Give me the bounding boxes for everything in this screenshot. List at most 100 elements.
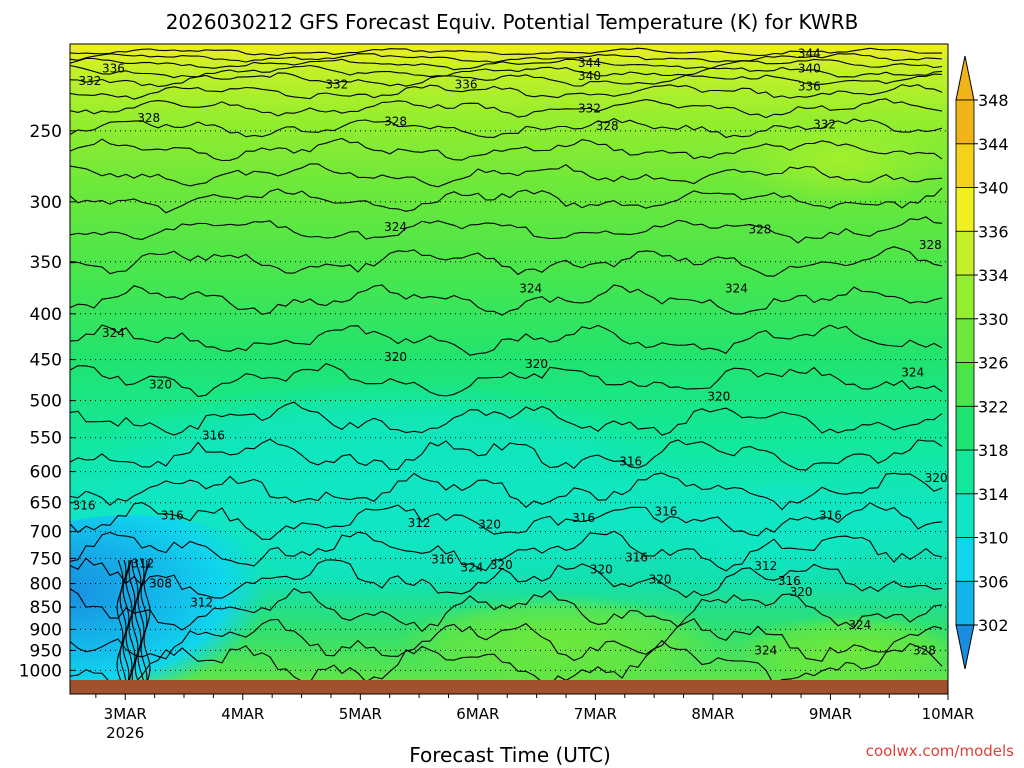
contour-label: 320 <box>707 390 730 404</box>
colorbar-label: 344 <box>978 135 1009 154</box>
contour-line <box>70 137 943 162</box>
cold-low-level-region <box>70 515 300 680</box>
contour-label: 332 <box>79 74 102 88</box>
warm-upper-region <box>730 115 948 205</box>
credit-text: coolwx.com/models <box>866 742 1014 760</box>
contour-label: 336 <box>798 79 821 93</box>
contour-line <box>70 362 943 398</box>
colorbar-label: 306 <box>978 572 1009 591</box>
colorbar-top-arrow <box>955 55 975 101</box>
colorbar-bottom-arrow <box>955 624 975 670</box>
x-tick-label: 6MAR <box>456 705 499 723</box>
warm-low-level-region-2 <box>740 615 948 680</box>
y-tick-label: 600 <box>30 463 62 483</box>
colorbar-label: 330 <box>978 310 1009 329</box>
chart-title: 2026030212 GFS Forecast Equiv. Potential… <box>166 10 859 34</box>
x-tick-label: 8MAR <box>691 705 734 723</box>
contour-line <box>70 284 943 316</box>
y-tick-label: 250 <box>30 122 62 142</box>
x-tick-label: 4MAR <box>221 705 264 723</box>
contour-label: 316 <box>202 429 225 443</box>
x-tick-label: 3MAR <box>104 705 147 723</box>
y-tick-label: 900 <box>30 620 62 640</box>
colorbar-segment <box>955 405 975 451</box>
x-tick-label: 10MAR <box>922 705 975 723</box>
colorbar-label: 334 <box>978 266 1009 285</box>
contour-line <box>70 72 943 88</box>
contour-label: 316 <box>654 505 677 519</box>
y-tick-label: 450 <box>30 351 62 371</box>
contour-line <box>70 246 943 277</box>
contour-label: 328 <box>384 114 407 128</box>
y-tick-label: 350 <box>30 253 62 273</box>
contour-line <box>70 472 943 511</box>
contour-label: 316 <box>431 552 454 566</box>
contour-line <box>116 559 124 680</box>
x-tick-label: 9MAR <box>809 705 852 723</box>
contour-label: 324 <box>461 561 484 575</box>
y-tick-label: 800 <box>30 575 62 595</box>
contour-line <box>128 559 136 680</box>
contour-line <box>70 84 943 100</box>
contour-label: 332 <box>813 118 836 132</box>
contour-label: 320 <box>790 585 813 599</box>
contour-label: 328 <box>913 643 936 657</box>
colorbar-segment <box>955 187 975 232</box>
warm-low-level-region <box>400 595 720 680</box>
y-tick-label: 1000 <box>19 661 62 681</box>
contour-label: 316 <box>619 455 642 469</box>
contour-label: 316 <box>819 509 842 523</box>
contour-line <box>143 559 151 680</box>
contour-line <box>70 639 943 680</box>
colorbar-label: 314 <box>978 485 1009 504</box>
y-tick-label: 750 <box>30 549 62 569</box>
contour-line <box>70 57 943 71</box>
contour-label: 340 <box>578 69 601 83</box>
x-tick-sublabel: 2026 <box>106 724 144 742</box>
contour-line <box>70 324 943 356</box>
x-tick-label: 5MAR <box>339 705 382 723</box>
colorbar-segment <box>955 143 975 188</box>
contour-line <box>70 163 943 188</box>
contour-label: 336 <box>455 78 478 92</box>
colorbar-label: 302 <box>978 616 1009 635</box>
contour-label: 324 <box>901 365 924 379</box>
contour-label: 340 <box>798 62 821 76</box>
contour-line <box>70 557 943 599</box>
contour-line <box>70 187 943 214</box>
colorbar-segment <box>955 274 975 320</box>
y-tick-label: 500 <box>30 392 62 412</box>
colorbar-segment <box>955 230 975 276</box>
colorbar-segment <box>955 362 975 407</box>
x-axis-label: Forecast Time (UTC) <box>409 743 611 767</box>
contour-label: 316 <box>625 550 648 564</box>
contour-label: 324 <box>725 282 748 296</box>
mid-level-teal-region-2 <box>670 480 890 580</box>
plot-frame <box>69 43 949 695</box>
contour-line <box>70 530 943 572</box>
contour-line <box>70 98 943 119</box>
contour-line <box>122 559 130 680</box>
colorbar-segment <box>955 318 975 363</box>
colorbar-segment <box>955 493 975 538</box>
contour-label: 324 <box>848 618 871 632</box>
ground-strip <box>70 680 948 694</box>
contour-label: 316 <box>778 574 801 588</box>
colorbar-label: 318 <box>978 441 1009 460</box>
contour-label: 328 <box>919 238 942 252</box>
plot-area <box>70 44 948 680</box>
contour-line <box>70 617 943 662</box>
x-tick-label: 7MAR <box>574 705 617 723</box>
contour-label: 312 <box>408 516 431 530</box>
y-tick-label: 650 <box>30 494 62 514</box>
contour-label: 320 <box>649 573 672 587</box>
contour-label: 316 <box>572 511 595 525</box>
contour-line <box>70 64 943 79</box>
contour-label: 320 <box>525 357 548 371</box>
contour-label: 324 <box>519 282 542 296</box>
contour-label: 344 <box>578 56 601 70</box>
contour-line <box>70 53 943 63</box>
contour-label: 332 <box>325 78 348 92</box>
contour-label: 320 <box>478 517 501 531</box>
